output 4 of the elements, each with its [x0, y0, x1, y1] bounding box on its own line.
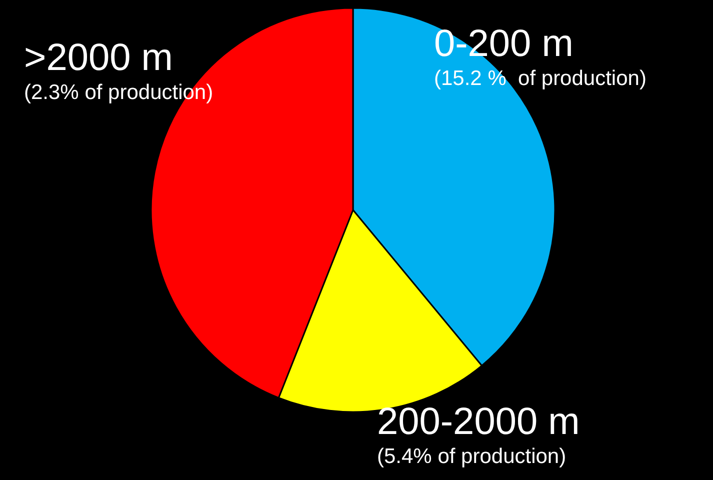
slice-label: >2000 m — [24, 36, 174, 80]
text: (15.2 % of production) — [434, 66, 646, 92]
slice-label: 200-2000 m — [377, 400, 580, 444]
text: (5.4% of production) — [377, 444, 568, 470]
